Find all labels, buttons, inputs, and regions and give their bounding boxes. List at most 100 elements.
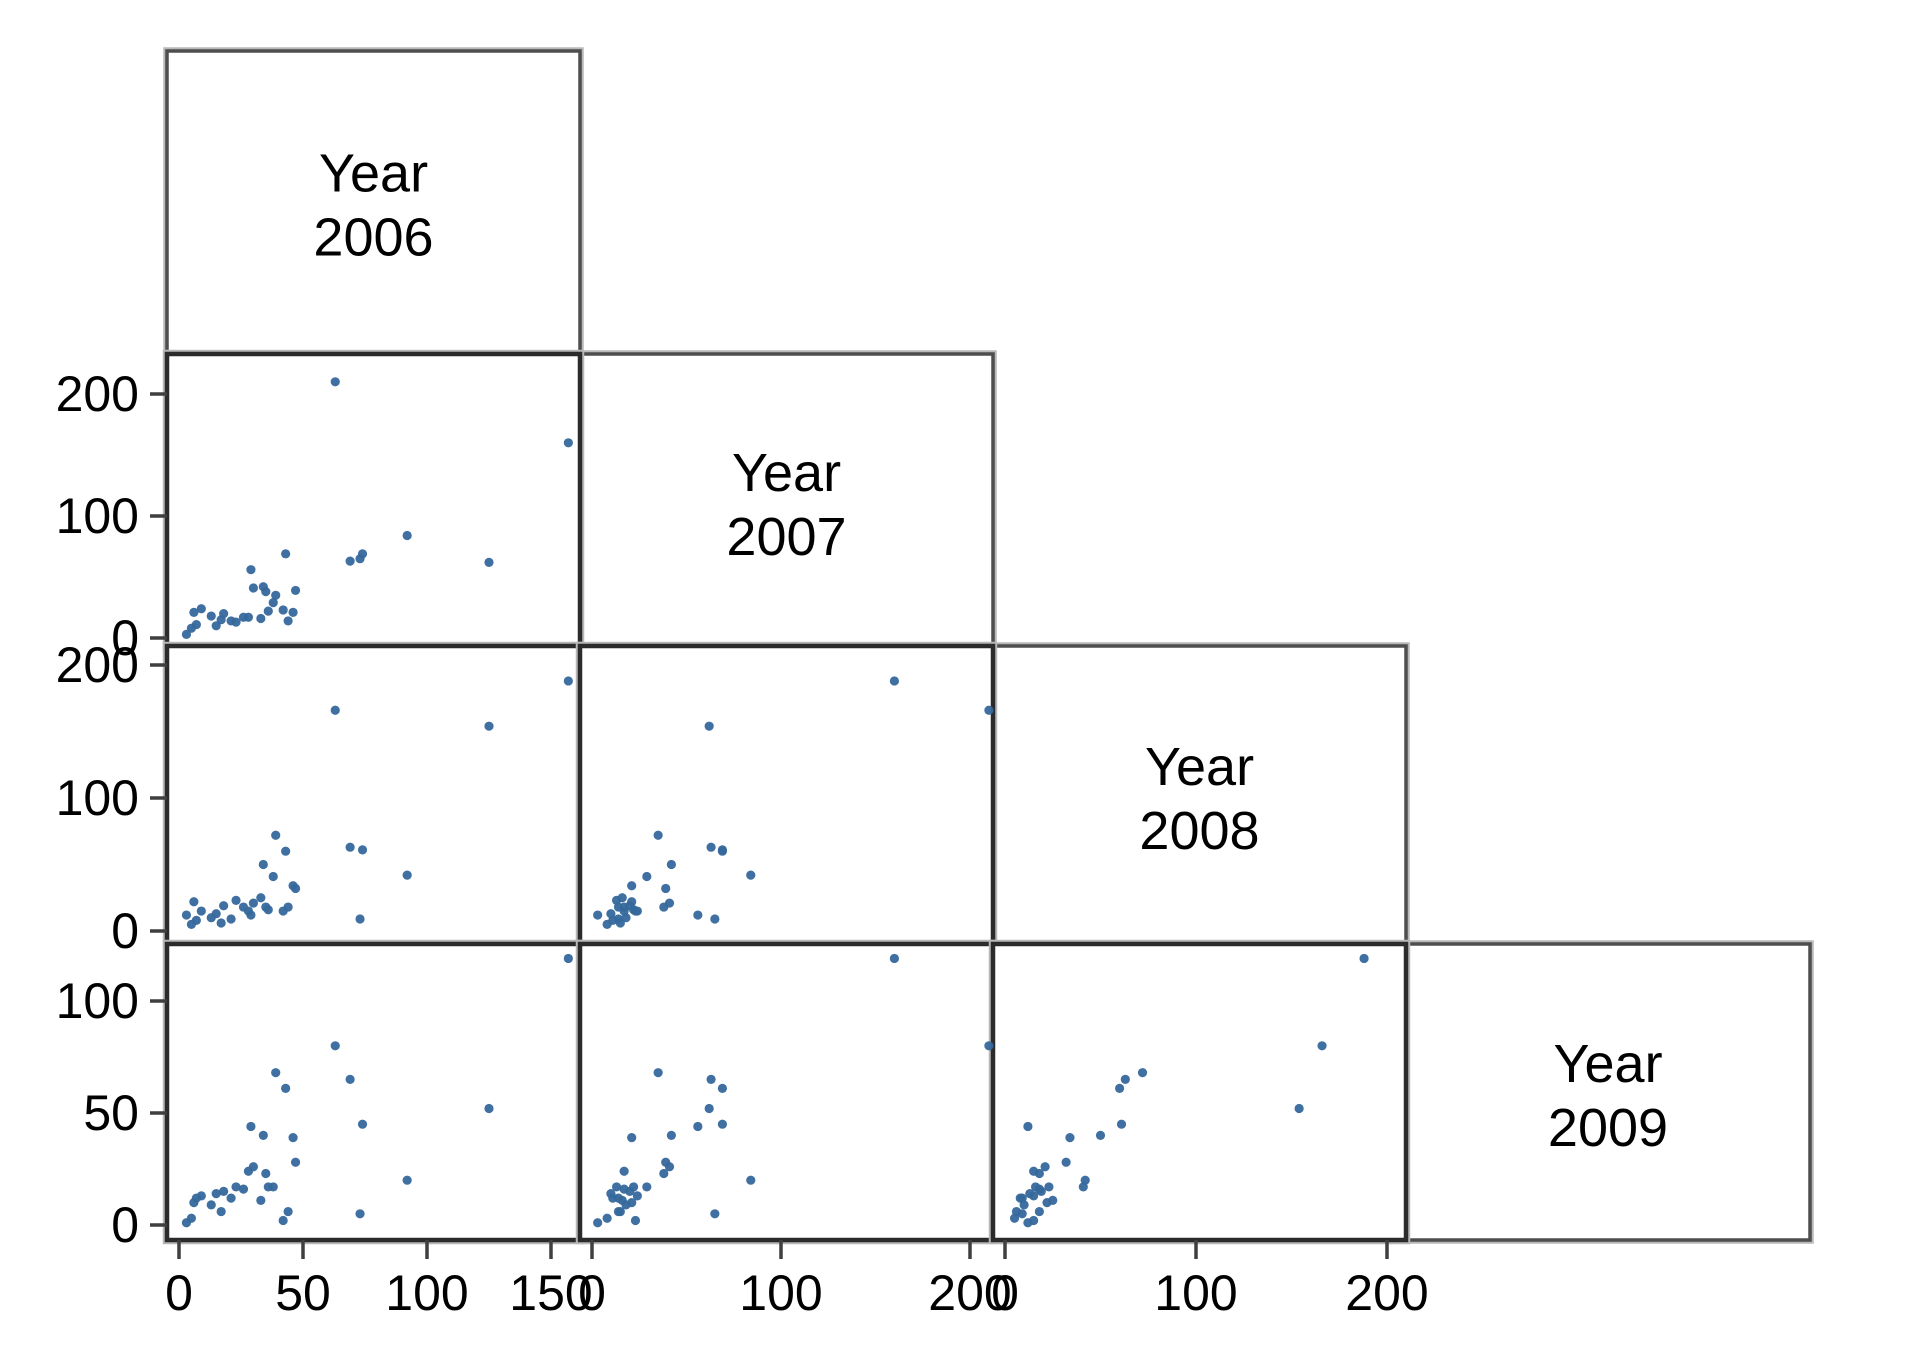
data-point	[288, 1133, 298, 1143]
y-tick-label-2009-50: 50	[83, 1085, 139, 1141]
x-tick-label-2008-200: 200	[1345, 1265, 1428, 1321]
x-tick-label-2008-0: 0	[991, 1265, 1019, 1321]
data-point	[278, 605, 288, 615]
data-point	[355, 1209, 365, 1219]
data-point	[281, 846, 291, 856]
data-point	[283, 616, 293, 626]
data-point	[246, 1121, 256, 1132]
data-point	[216, 918, 226, 928]
data-point	[1034, 1206, 1044, 1217]
x-tick-label-2006-50: 50	[275, 1265, 331, 1321]
data-point	[602, 1213, 612, 1223]
data-point	[1023, 1218, 1033, 1228]
data-point	[630, 906, 641, 916]
data-point	[290, 585, 301, 596]
y-tick-label-2007-200: 200	[56, 366, 139, 422]
data-point	[243, 612, 254, 622]
data-point	[619, 1184, 629, 1194]
data-point	[256, 893, 266, 903]
x-tick-label-2007-200: 200	[928, 1265, 1011, 1321]
data-point	[402, 1175, 412, 1185]
data-point	[226, 914, 236, 924]
data-point	[484, 721, 494, 731]
data-point	[219, 609, 229, 619]
data-point	[211, 621, 221, 631]
data-point	[606, 1189, 616, 1199]
diagonal-label-box-2006	[165, 49, 582, 354]
data-point	[261, 1168, 271, 1179]
diagonal-label-box-2009	[1404, 942, 1812, 1242]
y-tick-label-2008-100: 100	[56, 770, 139, 826]
data-point	[1040, 1162, 1050, 1172]
data-point	[613, 902, 624, 912]
data-point	[1023, 1121, 1033, 1132]
data-point	[1115, 1083, 1125, 1093]
data-point	[1025, 1189, 1035, 1199]
data-point	[345, 1074, 355, 1084]
data-point	[216, 1206, 226, 1217]
data-point	[1078, 1182, 1088, 1192]
data-point	[693, 910, 703, 920]
data-point	[706, 1074, 716, 1084]
data-point	[627, 881, 637, 891]
data-point	[619, 1166, 629, 1176]
data-point	[268, 598, 278, 608]
data-point	[226, 1193, 236, 1203]
x-tick-label-2007-0: 0	[578, 1265, 606, 1321]
y-tick-label-2008-200: 200	[56, 637, 139, 693]
data-point	[611, 1182, 622, 1192]
data-point	[278, 1215, 288, 1226]
data-point	[355, 914, 365, 924]
data-point	[1030, 1182, 1041, 1192]
data-point	[710, 914, 720, 924]
data-point	[617, 1195, 627, 1205]
data-point	[246, 565, 256, 575]
data-point	[231, 617, 241, 627]
data-point	[889, 676, 900, 686]
data-point	[653, 1068, 663, 1078]
y-tick-label-2007-100: 100	[56, 488, 139, 544]
data-point	[402, 530, 412, 541]
data-point	[666, 859, 676, 870]
data-point	[704, 721, 714, 731]
data-point	[281, 549, 291, 559]
y-tick-label-2009-100: 100	[56, 973, 139, 1029]
x-tick-label-2006-150: 150	[509, 1265, 592, 1321]
data-point	[606, 909, 616, 919]
diagonal-label-2008: Year 2008	[1139, 737, 1259, 861]
scatter-panel-2008-vs-2006	[164, 643, 583, 947]
data-point	[211, 909, 221, 919]
data-point	[1120, 1074, 1130, 1084]
data-point	[281, 1083, 291, 1093]
data-point	[261, 587, 271, 597]
data-point	[238, 1184, 249, 1194]
data-point	[330, 377, 340, 387]
data-point	[288, 881, 298, 891]
data-point	[1015, 1193, 1025, 1203]
data-point	[263, 606, 273, 616]
data-point	[181, 629, 192, 639]
data-point	[642, 871, 652, 882]
diagonal-label-2006: Year 2006	[313, 144, 433, 268]
data-point	[263, 905, 273, 915]
data-point	[706, 842, 716, 852]
data-point	[248, 898, 258, 908]
data-point	[271, 830, 281, 840]
data-point	[1011, 1206, 1022, 1217]
data-point	[484, 1103, 494, 1114]
data-point	[1317, 1041, 1327, 1051]
data-point	[206, 611, 216, 621]
data-point	[613, 1206, 624, 1217]
y-tick-label-2009-0: 0	[111, 1197, 139, 1253]
data-point	[357, 845, 368, 855]
data-point	[1044, 1182, 1054, 1192]
x-tick-label-2006-100: 100	[385, 1265, 468, 1321]
diagonal-label-2009: Year 2009	[1548, 1034, 1668, 1158]
data-point	[256, 1195, 266, 1205]
data-point	[271, 590, 281, 600]
data-point	[243, 906, 254, 916]
data-point	[593, 1218, 603, 1228]
data-point	[717, 1083, 728, 1093]
diagonal-label-box-2008	[991, 644, 1408, 946]
